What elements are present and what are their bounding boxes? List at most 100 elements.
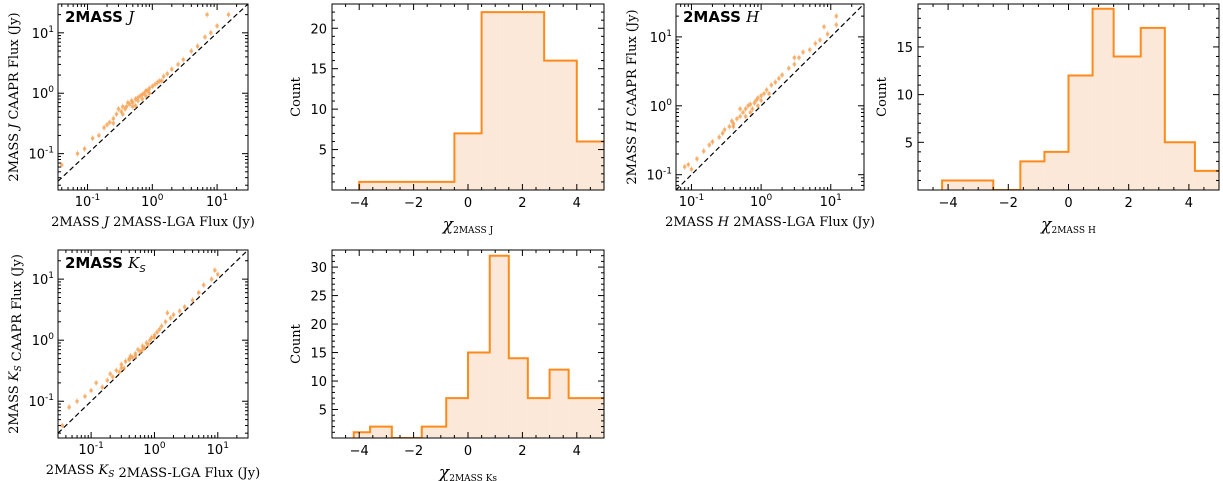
- x-axis-label: 2MASS H 2MASS-LGA Flux (Jy): [665, 215, 875, 230]
- y-tick-label: 10-1: [646, 167, 672, 184]
- data-point: [159, 79, 164, 83]
- y-tick-label: 15: [310, 347, 327, 362]
- data-point: [82, 147, 87, 151]
- histogram-bar: [1140, 27, 1165, 190]
- data-point: [780, 73, 784, 77]
- data-point: [205, 12, 209, 17]
- data-point: [136, 98, 140, 103]
- data-point: [119, 366, 124, 370]
- data-point: [201, 283, 206, 287]
- data-point: [97, 133, 101, 138]
- data-point: [767, 91, 771, 96]
- data-point: [59, 163, 64, 167]
- data-point: [695, 157, 699, 161]
- histogram-bar: [1113, 56, 1141, 190]
- y-tick-label: 15: [896, 41, 913, 56]
- data-point: [701, 149, 706, 153]
- data-point: [111, 375, 115, 379]
- data-point: [163, 320, 168, 324]
- data-point: [114, 112, 119, 116]
- x-tick-label: 10-1: [75, 193, 101, 210]
- x-axis-label: 2MASS J 2MASS-LGA Flux (Jy): [51, 215, 255, 230]
- x-tick-label: 2: [518, 196, 526, 211]
- x-tick-label: −2: [999, 196, 1018, 211]
- histogram-bar: [508, 358, 528, 438]
- data-point: [157, 327, 162, 332]
- x-tick-label: 10-1: [679, 193, 705, 210]
- histogram-bar: [481, 12, 501, 190]
- histogram-bar: [1068, 75, 1093, 190]
- scatter_H-panel: 10-1 100 101 10-1 100 101 2MASS H 2MASS H 2MASS…: [625, 3, 875, 230]
- data-point: [146, 342, 151, 347]
- data-point: [90, 136, 95, 141]
- scatter_J-panel: 10-1 100 101 10-1 100 101 2MASS J 2MASS J 2MASS…: [7, 3, 255, 230]
- panel-title: 2MASS H: [683, 8, 760, 26]
- data-point: [140, 97, 145, 101]
- data-point: [226, 12, 231, 17]
- data-point: [119, 109, 123, 114]
- data-point: [189, 49, 194, 53]
- data-point: [120, 104, 125, 109]
- data-point: [102, 125, 106, 130]
- data-point: [822, 25, 826, 29]
- histogram-bar: [1092, 8, 1114, 190]
- histogram-bar: [942, 180, 994, 190]
- data-point: [196, 290, 201, 295]
- x-axis-label: χ2MASS Ks: [438, 463, 498, 481]
- data-point: [119, 362, 124, 367]
- data-point: [792, 55, 797, 60]
- data-point: [759, 98, 763, 103]
- data-point: [801, 50, 805, 54]
- x-tick-label: 100: [141, 193, 164, 210]
- y-tick-label: 101: [32, 271, 54, 288]
- histogram-bar: [544, 60, 577, 190]
- y-tick-label: 101: [650, 29, 672, 46]
- data-point: [182, 305, 187, 309]
- y-axis-label: Count: [289, 76, 304, 117]
- hist_J-panel: −4 −2 0 2 4 5 10 15 20 χ2MASS J Count: [289, 3, 605, 236]
- data-point: [152, 335, 157, 340]
- x-tick-label: 0: [464, 444, 472, 459]
- data-point: [120, 112, 125, 116]
- data-point: [155, 330, 159, 335]
- x-tick-label: 2: [1125, 196, 1133, 211]
- y-tick-label: 100: [32, 85, 55, 102]
- data-point: [114, 368, 119, 373]
- data-point: [105, 123, 109, 127]
- x-tick-label: 101: [206, 193, 228, 210]
- data-point: [777, 76, 781, 81]
- y-tick-label: 100: [32, 332, 55, 349]
- y-tick-label: 10-1: [28, 146, 54, 163]
- one-to-one-line: [58, 4, 248, 182]
- y-axis-label: Count: [875, 76, 890, 117]
- data-point: [215, 272, 220, 277]
- panel-title: 2MASS J: [65, 8, 135, 26]
- x-axis-label: χ2MASS J: [442, 215, 494, 236]
- y-tick-label: 20: [310, 318, 327, 333]
- histogram-bar: [454, 133, 482, 190]
- data-point: [195, 44, 200, 49]
- hist_Ks-panel: −4 −2 0 2 4 5 10 15 20 25 30 χ2MASS Ks Count: [289, 249, 605, 481]
- y-tick-label: 101: [32, 25, 54, 42]
- histogram-outline: [352, 254, 604, 438]
- data-point: [682, 165, 687, 169]
- data-point: [107, 120, 112, 125]
- hist_H-panel: −4 −2 0 2 4 5 10 15 χ2MASS H Count: [875, 3, 1220, 236]
- x-tick-label: −2: [404, 444, 423, 459]
- data-point: [108, 372, 112, 376]
- data-point: [159, 324, 164, 328]
- data-point: [181, 57, 186, 62]
- data-point: [117, 370, 122, 374]
- data-point: [150, 84, 155, 89]
- data-point: [750, 107, 755, 111]
- data-point: [727, 124, 732, 129]
- data-point: [75, 151, 80, 156]
- data-point: [168, 316, 173, 320]
- x-tick-label: 100: [143, 441, 166, 458]
- histogram-bar: [421, 426, 447, 438]
- data-point: [748, 110, 753, 115]
- data-point: [738, 114, 742, 119]
- data-point: [213, 268, 217, 273]
- histogram-bar: [1020, 161, 1045, 190]
- data-point: [124, 104, 129, 109]
